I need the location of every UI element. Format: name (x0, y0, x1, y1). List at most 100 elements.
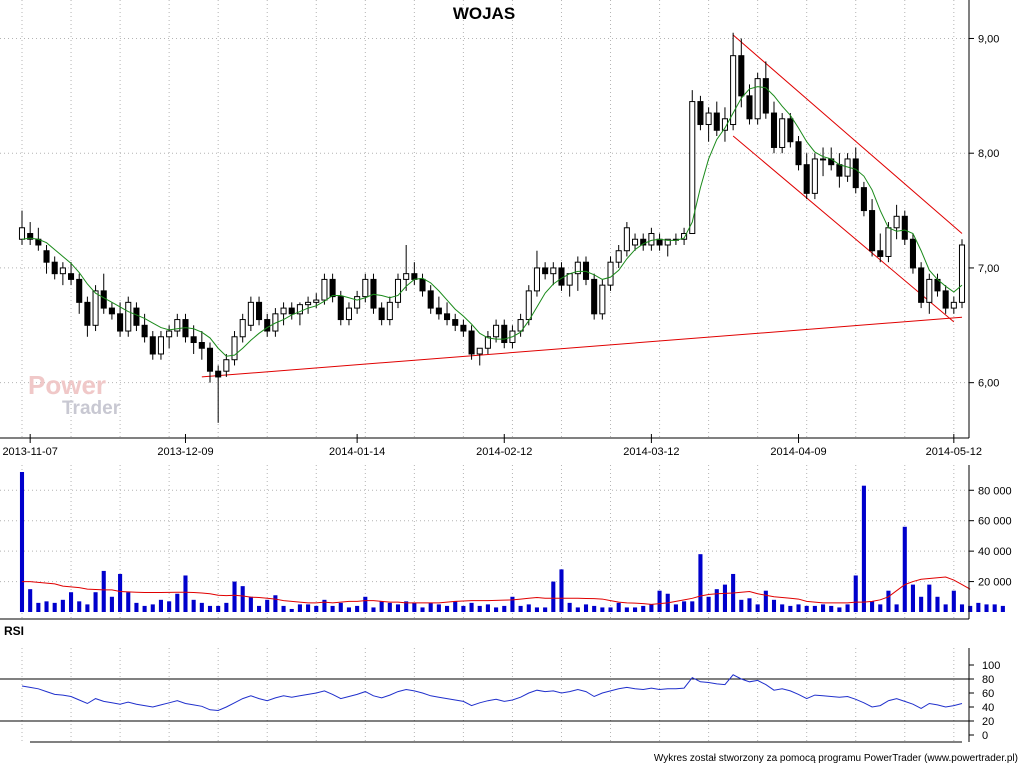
volume-bar (722, 584, 727, 612)
volume-bar (404, 601, 409, 612)
candle-body (779, 118, 786, 148)
candle-body (550, 267, 557, 275)
volume-bar (1000, 605, 1005, 612)
volume-bar (673, 604, 678, 612)
candle-body (419, 278, 426, 292)
candle-body (689, 101, 696, 235)
date-tick-label: 2014-04-09 (770, 446, 826, 458)
volume-bar (575, 607, 580, 612)
volume-bar (387, 602, 392, 612)
volume-bar (216, 605, 221, 612)
volume-bar (870, 601, 875, 612)
candle-body (51, 261, 58, 275)
volume-bar (624, 607, 629, 612)
volume-bar (314, 605, 319, 612)
candle-body (721, 118, 728, 131)
price-panel: Power Trader 6,00 7,00 8,00 9,00 2013-11-07… (0, 0, 999, 458)
volume-bar (273, 595, 278, 612)
candle-body (623, 227, 630, 252)
candle-body (223, 359, 230, 372)
volume-bar (52, 602, 57, 612)
volume-bar (477, 605, 482, 612)
date-tick-label: 2014-02-12 (476, 446, 532, 458)
rsi-tick-label: 0 (982, 730, 988, 742)
volume-bar (690, 601, 695, 612)
volume-bar (167, 601, 172, 612)
volume-bar (453, 601, 458, 612)
volume-bar (804, 605, 809, 612)
volume-axis: 20 000 40 000 60 000 80 000 (0, 465, 1012, 620)
volume-bar (77, 601, 82, 612)
volume-bar (502, 605, 507, 612)
candle-body (125, 301, 132, 332)
candle-body (803, 164, 810, 194)
watermark-line2: Trader (62, 398, 121, 419)
candle-body (582, 261, 590, 280)
candle-body (84, 301, 91, 326)
date-tick-label: 2014-03-12 (623, 446, 679, 458)
volume-bar (248, 596, 253, 612)
volume-bar (85, 604, 90, 612)
volume-bar (28, 589, 33, 612)
volume-bar (551, 581, 556, 612)
candle-body (918, 267, 925, 303)
candle-body (640, 238, 647, 246)
volume-moving-average-line (22, 576, 971, 605)
volume-grid (0, 465, 969, 619)
candle-body (599, 284, 606, 315)
date-tick-label: 2014-01-14 (329, 446, 385, 458)
candle-body (820, 158, 827, 161)
candle-body (476, 347, 483, 355)
volume-bar (445, 605, 450, 612)
candle-body (18, 227, 26, 240)
volume-bar (428, 602, 433, 612)
candle-body (157, 336, 164, 355)
volume-bar (420, 607, 425, 612)
rsi-label: RSI (4, 624, 24, 638)
candle-body (909, 238, 916, 269)
rsi-tick-label: 60 (982, 688, 994, 700)
candle-body (877, 250, 884, 257)
candle-body (860, 187, 867, 212)
rsi-line (21, 674, 963, 712)
candle-body (648, 233, 655, 246)
volume-tick-label: 40 000 (978, 546, 1012, 558)
volume-bar (682, 601, 687, 612)
candle-body (501, 324, 508, 344)
volume-bar (265, 599, 270, 612)
candle-body (403, 273, 410, 280)
candle-body (264, 319, 271, 332)
candle-body (76, 278, 83, 303)
watermark-line1: Power (28, 370, 106, 400)
volume-bar (224, 602, 229, 612)
candle-body (746, 95, 753, 120)
footer-credit: Wykres został stworzony za pomocą progra… (654, 753, 1018, 764)
volume-bar (853, 575, 858, 612)
candle-body (656, 238, 663, 246)
price-moving-average-line (21, 86, 963, 357)
candle-body (754, 78, 761, 120)
date-tick-label: 2013-12-09 (157, 446, 213, 458)
volume-bar (158, 599, 163, 612)
candle-body (525, 290, 532, 321)
candle-body (190, 336, 197, 344)
candle-body (313, 299, 320, 303)
volume-bar (861, 485, 866, 612)
candle-body (591, 278, 598, 315)
volume-bar (633, 607, 638, 612)
volume-bar (837, 607, 842, 612)
candle-body (117, 313, 124, 332)
candle-body (133, 307, 140, 326)
candle-body (198, 342, 205, 349)
volume-bar (240, 586, 245, 612)
volume-bar (583, 604, 589, 612)
candle-body (280, 307, 287, 315)
candle-body (394, 278, 402, 303)
watermark: Power Trader (28, 370, 121, 419)
volume-bar (608, 607, 613, 612)
candle-body (444, 313, 451, 321)
volume-bar (412, 602, 417, 612)
candle-body (329, 278, 336, 298)
volume-bar (363, 596, 368, 612)
candle-body (632, 238, 639, 246)
